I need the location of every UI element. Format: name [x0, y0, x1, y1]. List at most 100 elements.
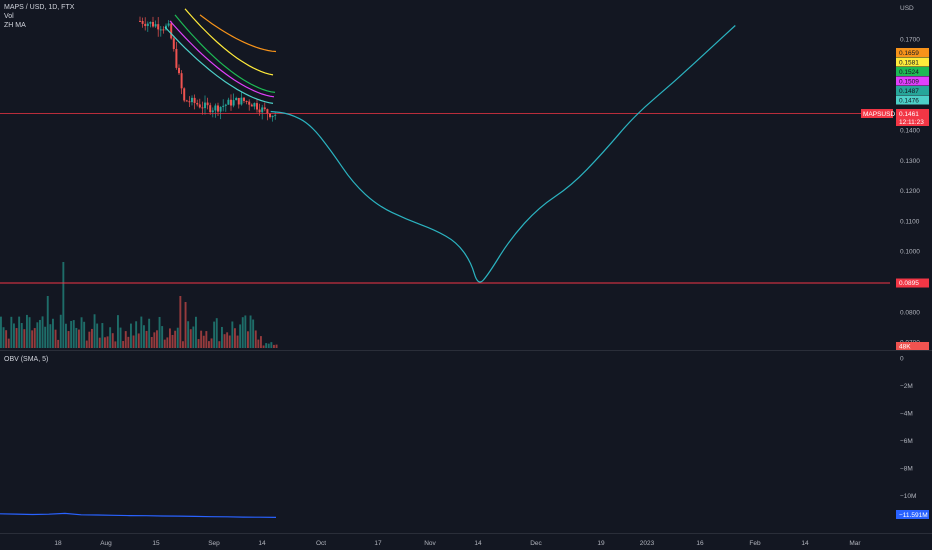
volume-bar — [0, 316, 2, 348]
currency-label: USD — [900, 5, 914, 12]
time-tick-label: Aug — [100, 540, 112, 547]
volume-bar — [148, 318, 151, 348]
volume-bars — [0, 262, 278, 348]
time-tick-label: 15 — [152, 540, 160, 547]
volume-bar — [247, 331, 249, 348]
moving-average-line — [184, 8, 274, 76]
candle — [188, 101, 191, 103]
time-tick-label: 18 — [54, 540, 62, 547]
volume-bar — [267, 343, 270, 348]
volume-bar — [104, 337, 106, 348]
moving-average-line — [164, 26, 274, 104]
ma-legend[interactable]: ZH MA — [4, 22, 26, 29]
obv-axis[interactable]: 0 −2M −4M −6M −8M −10M — [900, 356, 916, 501]
volume-bar — [26, 314, 28, 348]
candle — [139, 20, 141, 22]
volume-bar — [265, 343, 268, 348]
obv-tick-label: −4M — [900, 411, 913, 418]
volume-bar — [234, 328, 236, 348]
projection-curve — [270, 25, 736, 283]
volume-bar — [192, 326, 195, 348]
price-tag — [896, 86, 929, 95]
symbol-tag: MAPSUSD — [863, 111, 895, 118]
volume-bar — [36, 322, 39, 348]
candle — [193, 97, 196, 103]
candle — [152, 22, 154, 27]
volume-bar — [228, 335, 231, 348]
candle — [159, 29, 162, 31]
time-axis[interactable]: 18 Aug 15 Sep 14 Oct 17 Nov 14 Dec 19 2023 16 Feb 14 Ma… — [54, 540, 861, 547]
volume-bar — [85, 340, 88, 348]
volume-value: 48K — [899, 344, 911, 351]
price-tag-value: 0.1509 — [899, 79, 919, 86]
candle — [180, 73, 183, 89]
candle — [274, 114, 277, 116]
candle — [219, 106, 222, 112]
last-price-tag: MAPSUSD 0.1461 12:11:23 — [861, 109, 929, 126]
candle — [248, 101, 251, 105]
candle — [172, 38, 175, 49]
candle — [261, 107, 264, 113]
obv-tick-label: −10M — [900, 493, 916, 500]
candle — [230, 99, 232, 106]
time-tick-label: 17 — [374, 540, 382, 547]
candle — [141, 21, 144, 24]
candle — [214, 105, 217, 111]
volume-bar — [273, 344, 275, 348]
obv-legend[interactable]: OBV (SMA, 5) — [4, 356, 49, 363]
candle — [157, 24, 160, 30]
volume-bar — [244, 315, 247, 348]
volume-bar — [18, 316, 21, 348]
candle — [149, 22, 152, 24]
volume-bar — [15, 328, 18, 348]
candle — [196, 102, 199, 105]
volume-bar — [31, 330, 34, 348]
volume-bar — [7, 338, 10, 348]
price-tag-value: 0.1487 — [899, 88, 919, 95]
candle — [167, 23, 170, 26]
obv-tick-label: −6M — [900, 438, 913, 445]
volume-bar — [111, 333, 114, 348]
volume-bar — [80, 317, 83, 348]
volume-bar — [88, 331, 91, 348]
volume-bar — [270, 342, 273, 348]
volume-bar — [189, 329, 192, 348]
volume-bar — [101, 323, 104, 348]
volume-bar — [218, 341, 221, 348]
candle — [222, 105, 225, 107]
symbol-legend[interactable]: MAPS / USD, 1D, FTX Vol ZH MA — [4, 3, 74, 30]
volume-bar — [49, 324, 52, 348]
price-tag — [896, 95, 929, 105]
volume-bar — [75, 327, 78, 348]
volume-bar — [143, 325, 145, 348]
volume-bar — [65, 323, 67, 348]
price-tick-label: 0.1100 — [900, 218, 920, 225]
volume-bar — [41, 316, 44, 348]
candle — [224, 104, 227, 106]
candle — [206, 102, 209, 106]
candle — [253, 103, 256, 107]
volume-legend[interactable]: Vol — [4, 13, 14, 20]
volume-bar — [117, 315, 119, 348]
candle — [144, 23, 147, 27]
moving-average-line — [174, 14, 276, 93]
time-tick-label: Feb — [749, 540, 761, 547]
volume-bar — [179, 296, 182, 348]
symbol-title[interactable]: MAPS / USD, 1D, FTX — [4, 4, 75, 11]
volume-bar — [93, 314, 96, 348]
volume-bar — [161, 326, 164, 348]
time-tick-label: 19 — [597, 540, 605, 547]
price-tag — [896, 76, 929, 86]
price-tick-label: 0.1300 — [900, 158, 920, 165]
obv-tick-label: −2M — [900, 383, 913, 390]
candle — [256, 103, 258, 110]
candle — [191, 97, 193, 103]
moving-average-line — [199, 14, 277, 53]
candle — [269, 113, 271, 118]
candle — [204, 102, 206, 109]
volume-bar — [70, 320, 73, 348]
candle — [154, 24, 157, 27]
price-tag-value: 0.1659 — [899, 50, 919, 57]
volume-bar — [109, 327, 112, 348]
